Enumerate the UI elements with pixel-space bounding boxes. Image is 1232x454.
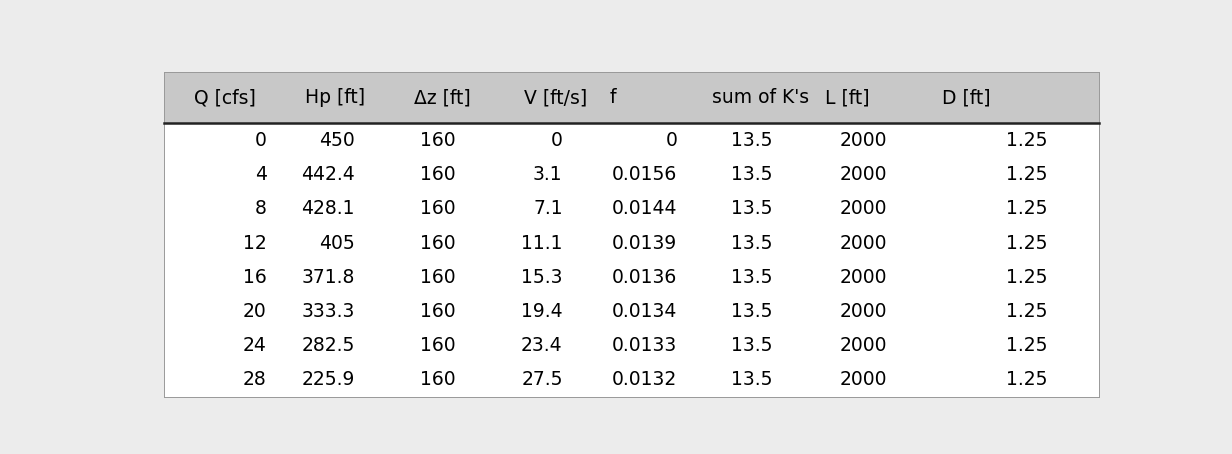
Bar [164,363,1099,397]
Text: 28: 28 [243,370,266,390]
Text: 160: 160 [420,268,456,287]
Text: 11.1: 11.1 [521,233,563,252]
Text: 0: 0 [665,131,678,150]
Text: 27.5: 27.5 [521,370,563,390]
Text: 7.1: 7.1 [533,199,563,218]
Text: 2000: 2000 [840,165,887,184]
Text: 0: 0 [551,131,563,150]
Text: 160: 160 [420,233,456,252]
Bar [164,72,1099,123]
Bar [164,158,1099,192]
Text: 450: 450 [319,131,355,150]
Text: 160: 160 [420,336,456,355]
Text: 1.25: 1.25 [1007,199,1047,218]
Text: 0: 0 [255,131,266,150]
Text: 24: 24 [243,336,266,355]
Text: 0.0144: 0.0144 [612,199,678,218]
Text: 282.5: 282.5 [301,336,355,355]
Text: L [ft]: L [ft] [825,88,870,107]
Bar [164,192,1099,226]
Text: 13.5: 13.5 [732,302,772,321]
Text: 160: 160 [420,165,456,184]
Text: 1.25: 1.25 [1007,233,1047,252]
Text: 0.0156: 0.0156 [612,165,678,184]
Text: 2000: 2000 [840,233,887,252]
Text: 160: 160 [420,370,456,390]
Text: Hp [ft]: Hp [ft] [304,88,365,107]
Text: 1.25: 1.25 [1007,336,1047,355]
Text: Q [cfs]: Q [cfs] [195,88,256,107]
Text: 2000: 2000 [840,268,887,287]
Text: 442.4: 442.4 [301,165,355,184]
Text: 13.5: 13.5 [732,370,772,390]
Bar [164,123,1099,158]
Text: Δz [ft]: Δz [ft] [414,88,471,107]
Text: 333.3: 333.3 [301,302,355,321]
Text: 12: 12 [243,233,266,252]
Text: 0.0136: 0.0136 [612,268,678,287]
Bar [164,260,1099,294]
Text: 160: 160 [420,302,456,321]
Text: 1.25: 1.25 [1007,370,1047,390]
Text: 13.5: 13.5 [732,165,772,184]
Text: 2000: 2000 [840,336,887,355]
Text: 1.25: 1.25 [1007,302,1047,321]
Text: 2000: 2000 [840,131,887,150]
Text: 23.4: 23.4 [521,336,563,355]
Text: 2000: 2000 [840,302,887,321]
Text: 0.0133: 0.0133 [612,336,678,355]
Text: sum of K's: sum of K's [712,88,808,107]
Text: 1.25: 1.25 [1007,268,1047,287]
Text: 8: 8 [255,199,266,218]
Text: 0.0134: 0.0134 [612,302,678,321]
Text: 13.5: 13.5 [732,131,772,150]
Text: 15.3: 15.3 [521,268,563,287]
Text: 4: 4 [255,165,266,184]
Text: 225.9: 225.9 [301,370,355,390]
Text: V [ft/s]: V [ft/s] [525,88,588,107]
Text: 0.0139: 0.0139 [612,233,678,252]
Text: 0.0132: 0.0132 [612,370,678,390]
Text: 1.25: 1.25 [1007,131,1047,150]
Bar [164,294,1099,329]
Text: 20: 20 [243,302,266,321]
Text: 2000: 2000 [840,370,887,390]
Text: f: f [610,88,616,107]
Text: 160: 160 [420,131,456,150]
Text: 3.1: 3.1 [533,165,563,184]
Text: 13.5: 13.5 [732,268,772,287]
Bar [164,329,1099,363]
Text: 13.5: 13.5 [732,336,772,355]
Bar [164,226,1099,260]
Text: 16: 16 [243,268,266,287]
Text: 13.5: 13.5 [732,233,772,252]
Text: 160: 160 [420,199,456,218]
Text: 13.5: 13.5 [732,199,772,218]
Text: 19.4: 19.4 [521,302,563,321]
Text: 2000: 2000 [840,199,887,218]
Text: 371.8: 371.8 [301,268,355,287]
Text: 428.1: 428.1 [301,199,355,218]
Text: D [ft]: D [ft] [941,88,991,107]
Text: 1.25: 1.25 [1007,165,1047,184]
Text: 405: 405 [319,233,355,252]
